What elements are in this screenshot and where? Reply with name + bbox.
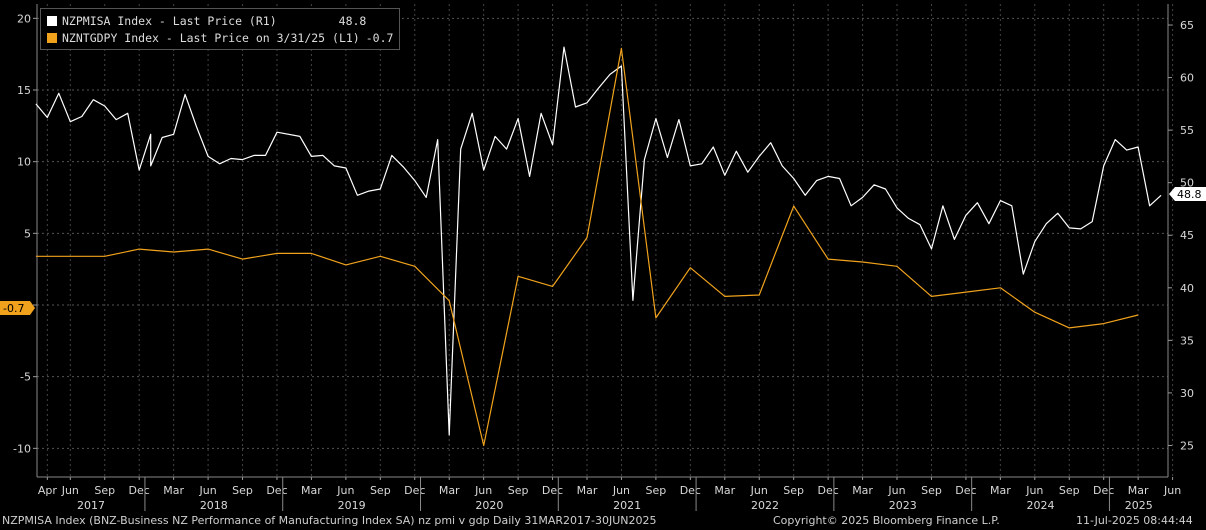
x-month-label: Dec — [129, 484, 150, 497]
legend-value-gdp: -0.7 — [365, 30, 394, 45]
x-month-label: Sep — [921, 484, 942, 497]
x-month-label: Mar — [301, 484, 322, 497]
x-month-label: Sep — [94, 484, 115, 497]
x-month-label: Dec — [404, 484, 425, 497]
last-value-tags: 48.8 -0.7 — [0, 187, 1206, 315]
series-layer — [35, 46, 1162, 447]
left-axis: -10-505101520 — [13, 4, 38, 477]
right-tick-label: 60 — [1180, 72, 1194, 85]
x-month-label: Sep — [508, 484, 529, 497]
x-year-label: 2022 — [751, 499, 779, 512]
legend: NZPMISA Index - Last Price (R1) 48.8 NZN… — [40, 8, 401, 50]
x-month-label: Sep — [370, 484, 391, 497]
legend-value-pmi: 48.8 — [338, 13, 367, 28]
footer-description: NZPMISA Index (BNZ-Business NZ Performan… — [2, 514, 657, 527]
x-month-label: Mar — [990, 484, 1011, 497]
left-tick-label: 20 — [17, 12, 31, 25]
x-month-label: Jun — [336, 484, 354, 497]
right-tick-label: 25 — [1180, 439, 1194, 452]
x-month-label: Dec — [817, 484, 838, 497]
x-month-label: Jun — [1025, 484, 1043, 497]
x-year-label: 2020 — [475, 499, 503, 512]
x-year-label: 2021 — [613, 499, 641, 512]
x-month-label: Jun — [612, 484, 630, 497]
legend-swatch-orange — [47, 32, 57, 43]
right-tick-label: 45 — [1180, 229, 1194, 242]
gdp-series-line — [35, 47, 1139, 447]
x-month-label: Apr — [38, 484, 58, 497]
x-month-label: Mar — [714, 484, 735, 497]
x-month-label: Sep — [232, 484, 253, 497]
x-year-label: 2025 — [1125, 499, 1153, 512]
x-month-label: Jun — [887, 484, 905, 497]
x-month-label: Jun — [750, 484, 768, 497]
x-month-label: Sep — [646, 484, 667, 497]
x-month-label: Sep — [783, 484, 804, 497]
legend-item-pmi: NZPMISA Index - Last Price (R1) 48.8 — [47, 12, 393, 29]
x-month-label: Jun — [61, 484, 79, 497]
legend-swatch-white — [47, 15, 57, 26]
right-tick-label: 65 — [1180, 19, 1194, 32]
x-month-label: Jun — [198, 484, 216, 497]
footer-copyright: Copyright© 2025 Bloomberg Finance L.P. — [773, 514, 1000, 527]
x-month-label: Mar — [577, 484, 598, 497]
x-month-label: Mar — [163, 484, 184, 497]
x-month-label: Jun — [1163, 484, 1181, 497]
right-tick-label: 55 — [1180, 124, 1194, 137]
left-tick-label: 5 — [24, 227, 31, 240]
footer-timestamp: 11-Jul-2025 08:44:44 — [1076, 514, 1193, 527]
x-month-label: Dec — [542, 484, 563, 497]
right-tag-shape — [1169, 187, 1206, 201]
x-month-label: Dec — [955, 484, 976, 497]
x-month-label: Sep — [1059, 484, 1080, 497]
right-tick-label: 40 — [1180, 282, 1194, 295]
x-month-label: Dec — [266, 484, 287, 497]
legend-label-pmi: NZPMISA Index - Last Price (R1) — [62, 13, 277, 28]
x-year-label: 2023 — [889, 499, 917, 512]
pmi-series-line — [35, 46, 1162, 436]
right-tick-label: 50 — [1180, 177, 1194, 190]
legend-item-gdp: NZNTGDPY Index - Last Price on 3/31/25 (… — [47, 29, 393, 46]
left-tick-label: -5 — [20, 371, 31, 384]
right-last-value-tag: 48.8 — [1177, 188, 1202, 201]
left-tick-label: -10 — [13, 442, 31, 455]
x-month-label: Mar — [1128, 484, 1149, 497]
right-tick-label: 35 — [1180, 334, 1194, 347]
left-tick-label: 10 — [17, 156, 31, 169]
legend-label-gdp: NZNTGDPY Index - Last Price on 3/31/25 (… — [62, 30, 360, 45]
x-month-label: Mar — [439, 484, 460, 497]
grid-lines — [37, 4, 1174, 477]
x-month-label: Dec — [1093, 484, 1114, 497]
right-axis: 25 30 35 40 45 50 55 60 65 — [1167, 4, 1194, 477]
left-tick-label: 15 — [17, 84, 31, 97]
left-tag-shape — [0, 301, 35, 315]
x-month-label: Jun — [474, 484, 492, 497]
x-month-label: Mar — [852, 484, 873, 497]
right-tick-label: 30 — [1180, 387, 1194, 400]
x-month-label: Dec — [680, 484, 701, 497]
x-year-label: 2018 — [200, 499, 228, 512]
left-last-value-tag: -0.7 — [3, 302, 24, 315]
x-year-label: 2019 — [338, 499, 366, 512]
x-year-label: 2017 — [77, 499, 105, 512]
x-year-label: 2024 — [1027, 499, 1055, 512]
x-axis: Apr Jun Sep Dec Mar Jun Sep Dec Mar Jun Sep Dec Mar J… — [37, 476, 1181, 512]
